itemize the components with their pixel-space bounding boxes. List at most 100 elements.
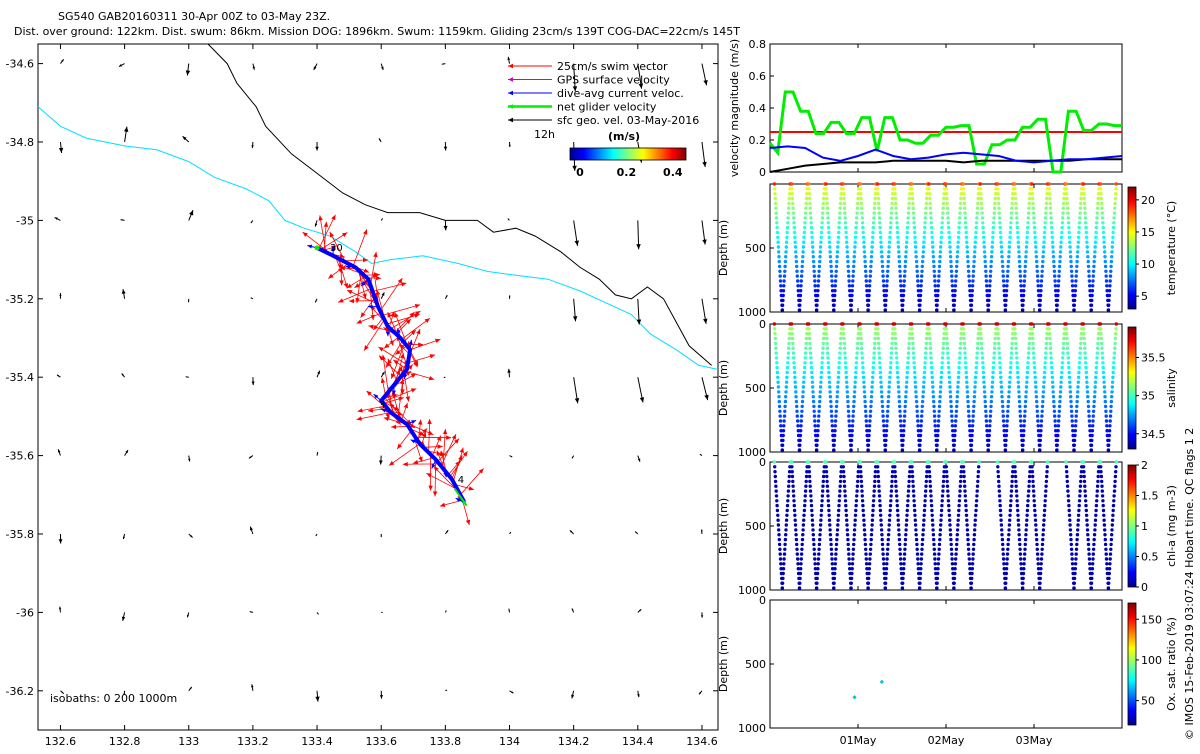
salinity-sample xyxy=(897,395,900,398)
salinity-sample xyxy=(998,356,1001,359)
salinity-sample xyxy=(873,337,876,340)
salinity-sample xyxy=(972,414,975,417)
isobaths-label: isobaths: 0 200 1000m xyxy=(50,692,177,705)
salinity-sample xyxy=(1038,448,1041,451)
chla-sample xyxy=(1078,494,1081,497)
chla-sample xyxy=(838,499,841,502)
salinity-sample xyxy=(1085,371,1088,374)
date-tick-label: 03May xyxy=(1016,734,1053,747)
chla-sample xyxy=(818,543,821,546)
salinity-sample xyxy=(989,405,992,408)
map-x-tick-label: 133.2 xyxy=(237,735,269,748)
temperature-sample xyxy=(895,216,898,219)
salinity-sample xyxy=(1076,390,1079,393)
chla-sample xyxy=(1002,557,1005,560)
temperature-sample xyxy=(779,274,782,277)
salinity-sample xyxy=(1035,395,1038,398)
chla-sample xyxy=(967,552,970,555)
temperature-sample xyxy=(997,207,1000,210)
salinity-sample xyxy=(902,424,905,427)
chla-sample xyxy=(914,523,917,526)
salinity-sample xyxy=(996,332,999,335)
chla-sample xyxy=(791,485,794,488)
salinity-sample xyxy=(1111,376,1114,379)
salinity-sample xyxy=(970,444,973,447)
chla-sample xyxy=(864,552,867,555)
salinity-sample xyxy=(920,414,923,417)
salinity-sample xyxy=(984,400,987,403)
salinity-sample xyxy=(1040,419,1043,422)
chla-sample xyxy=(837,504,840,507)
salinity-sample xyxy=(884,448,887,451)
chla-sample xyxy=(884,586,887,589)
temperature-sample xyxy=(801,260,804,263)
chla-sample xyxy=(911,470,914,473)
salinity-sample xyxy=(1025,385,1028,388)
temperature-sample xyxy=(1038,304,1041,307)
colorbar-tick-label: 0.4 xyxy=(663,166,683,179)
salinity-sample xyxy=(818,395,821,398)
temperature-sample xyxy=(912,221,915,224)
chla-sample xyxy=(898,543,901,546)
salinity-sample xyxy=(1082,322,1085,325)
salinity-sample xyxy=(984,414,987,417)
temperature-sample xyxy=(1002,274,1005,277)
salinity-sample xyxy=(872,356,875,359)
header-line1: SG540 GAB20160311 30-Apr 00Z to 03-May 2… xyxy=(58,10,330,23)
salinity-sample xyxy=(846,395,849,398)
temperature-sample xyxy=(989,274,992,277)
salinity-sample xyxy=(841,322,844,325)
salinity-sample xyxy=(962,322,965,325)
salinity-sample xyxy=(876,332,879,335)
salinity-sample xyxy=(1112,366,1115,369)
salinity-sample xyxy=(916,414,919,417)
salinity-sample xyxy=(879,371,882,374)
salinity-sample xyxy=(1021,448,1024,451)
temperature-sample xyxy=(1019,274,1022,277)
chla-sample xyxy=(861,499,864,502)
chla-sample xyxy=(811,523,814,526)
salinity-sample xyxy=(916,410,919,413)
chla-sample xyxy=(879,519,882,522)
salinity-sample xyxy=(794,381,797,384)
temperature-sample xyxy=(980,207,983,210)
temperature-sample xyxy=(948,241,951,244)
chla-sample xyxy=(901,586,904,589)
chla-cbar-tick-label: 1 xyxy=(1141,520,1148,533)
salinity-sample xyxy=(1084,356,1087,359)
chla-sample xyxy=(1010,489,1013,492)
salinity-sample xyxy=(847,419,850,422)
temperature-sample xyxy=(1008,245,1011,248)
temperature-sample xyxy=(928,192,931,195)
temperature-sample xyxy=(1041,255,1044,258)
chla-sample xyxy=(949,533,952,536)
salinity-sample xyxy=(923,371,926,374)
temperature-sample xyxy=(817,279,820,282)
chla-sample xyxy=(852,543,855,546)
chla-sample xyxy=(1070,548,1073,551)
salinity-sample xyxy=(896,376,899,379)
salinity-sample xyxy=(962,332,965,335)
temperature-sample xyxy=(869,265,872,268)
temperature-sample xyxy=(1065,197,1068,200)
salinity-sample xyxy=(966,395,969,398)
salinity-sample xyxy=(1077,371,1080,374)
salinity-sample xyxy=(959,347,962,350)
salinity-sample xyxy=(1040,414,1043,417)
map-y-tick-label: -35.4 xyxy=(6,371,34,384)
salinity-sample xyxy=(991,376,994,379)
salinity-sample xyxy=(836,395,839,398)
temperature-sample xyxy=(970,294,973,297)
salinity-sample xyxy=(942,337,945,340)
salinity-sample xyxy=(846,400,849,403)
temperature-sample xyxy=(854,236,857,239)
temperature-sample xyxy=(937,279,940,282)
temperature-sample xyxy=(825,202,828,205)
salinity-sample xyxy=(1099,332,1102,335)
salinity-sample xyxy=(1097,337,1100,340)
chla-sample xyxy=(820,514,823,517)
temperature-sample xyxy=(1067,216,1070,219)
temperature-sample xyxy=(1079,207,1082,210)
temperature-sample xyxy=(893,192,896,195)
temperature-sample xyxy=(792,221,795,224)
